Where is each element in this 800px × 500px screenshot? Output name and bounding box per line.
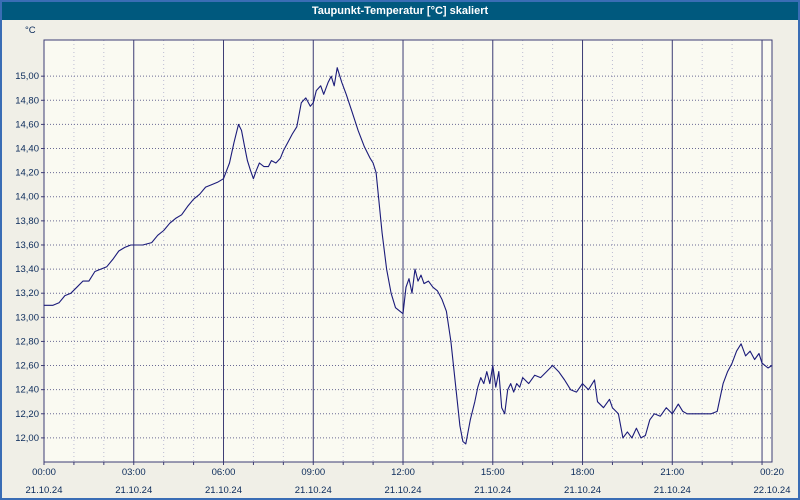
dewpoint-series-line	[43, 67, 773, 445]
y-tick-label: 14,60	[15, 119, 39, 130]
x-tick-time-label: 15:00	[481, 467, 505, 478]
y-tick-label: 12,80	[15, 336, 39, 347]
y-tick-label: 14,40	[15, 144, 39, 155]
x-tick-date-label: 21.10.24	[654, 485, 691, 496]
x-tick-date-label: 21.10.24	[295, 485, 332, 496]
y-axis-unit-label: °C	[25, 25, 36, 36]
y-tick-label: 13,20	[15, 288, 39, 299]
x-tick-time-label: 00:20	[760, 467, 784, 478]
chart-title: Taupunkt-Temperatur [°C] skaliert	[311, 5, 489, 17]
y-tick-label: 14,00	[15, 192, 39, 203]
line-chart: 12,00 12,20 12,40 12,60 12,80 13,00 13,20 13,40…	[15, 39, 791, 496]
y-tick-label: 12,00	[15, 433, 39, 444]
x-tick-time-label: 00:00	[32, 467, 56, 478]
x-tick-date-label: 21.10.24	[205, 485, 242, 496]
x-tick-time-label: 21:00	[660, 467, 684, 478]
y-tick-label: 13,60	[15, 240, 39, 251]
y-tick-label: 12,20	[15, 409, 39, 420]
x-tick-date-label: 21.10.24	[115, 485, 152, 496]
x-tick-time-label: 12:00	[391, 467, 415, 478]
y-tick-label: 15,00	[15, 71, 39, 82]
x-tick-date-label: 21.10.24	[564, 485, 601, 496]
plot-background	[44, 40, 772, 462]
y-tick-label: 14,80	[15, 95, 39, 106]
y-tick-label: 12,60	[15, 361, 39, 372]
y-tick-label: 14,20	[15, 168, 39, 179]
y-tick-label: 12,40	[15, 385, 39, 396]
x-tick-time-label: 09:00	[301, 467, 325, 478]
x-tick-date-label: 21.10.24	[474, 485, 511, 496]
y-tick-label: 13,80	[15, 216, 39, 227]
x-tick-time-label: 03:00	[122, 467, 146, 478]
x-tick-date-label: 21.10.24	[26, 485, 63, 496]
x-tick-time-label: 06:00	[212, 467, 236, 478]
y-tick-label: 13,40	[15, 264, 39, 275]
x-tick-time-label: 18:00	[571, 467, 595, 478]
y-tick-label: 13,00	[15, 312, 39, 323]
x-tick-date-label: 21.10.24	[385, 485, 422, 496]
plot-border	[43, 39, 773, 463]
x-tick-date-label: 22.10.24	[754, 485, 791, 496]
chart-title-bar: Taupunkt-Temperatur [°C] skaliert	[2, 2, 798, 20]
